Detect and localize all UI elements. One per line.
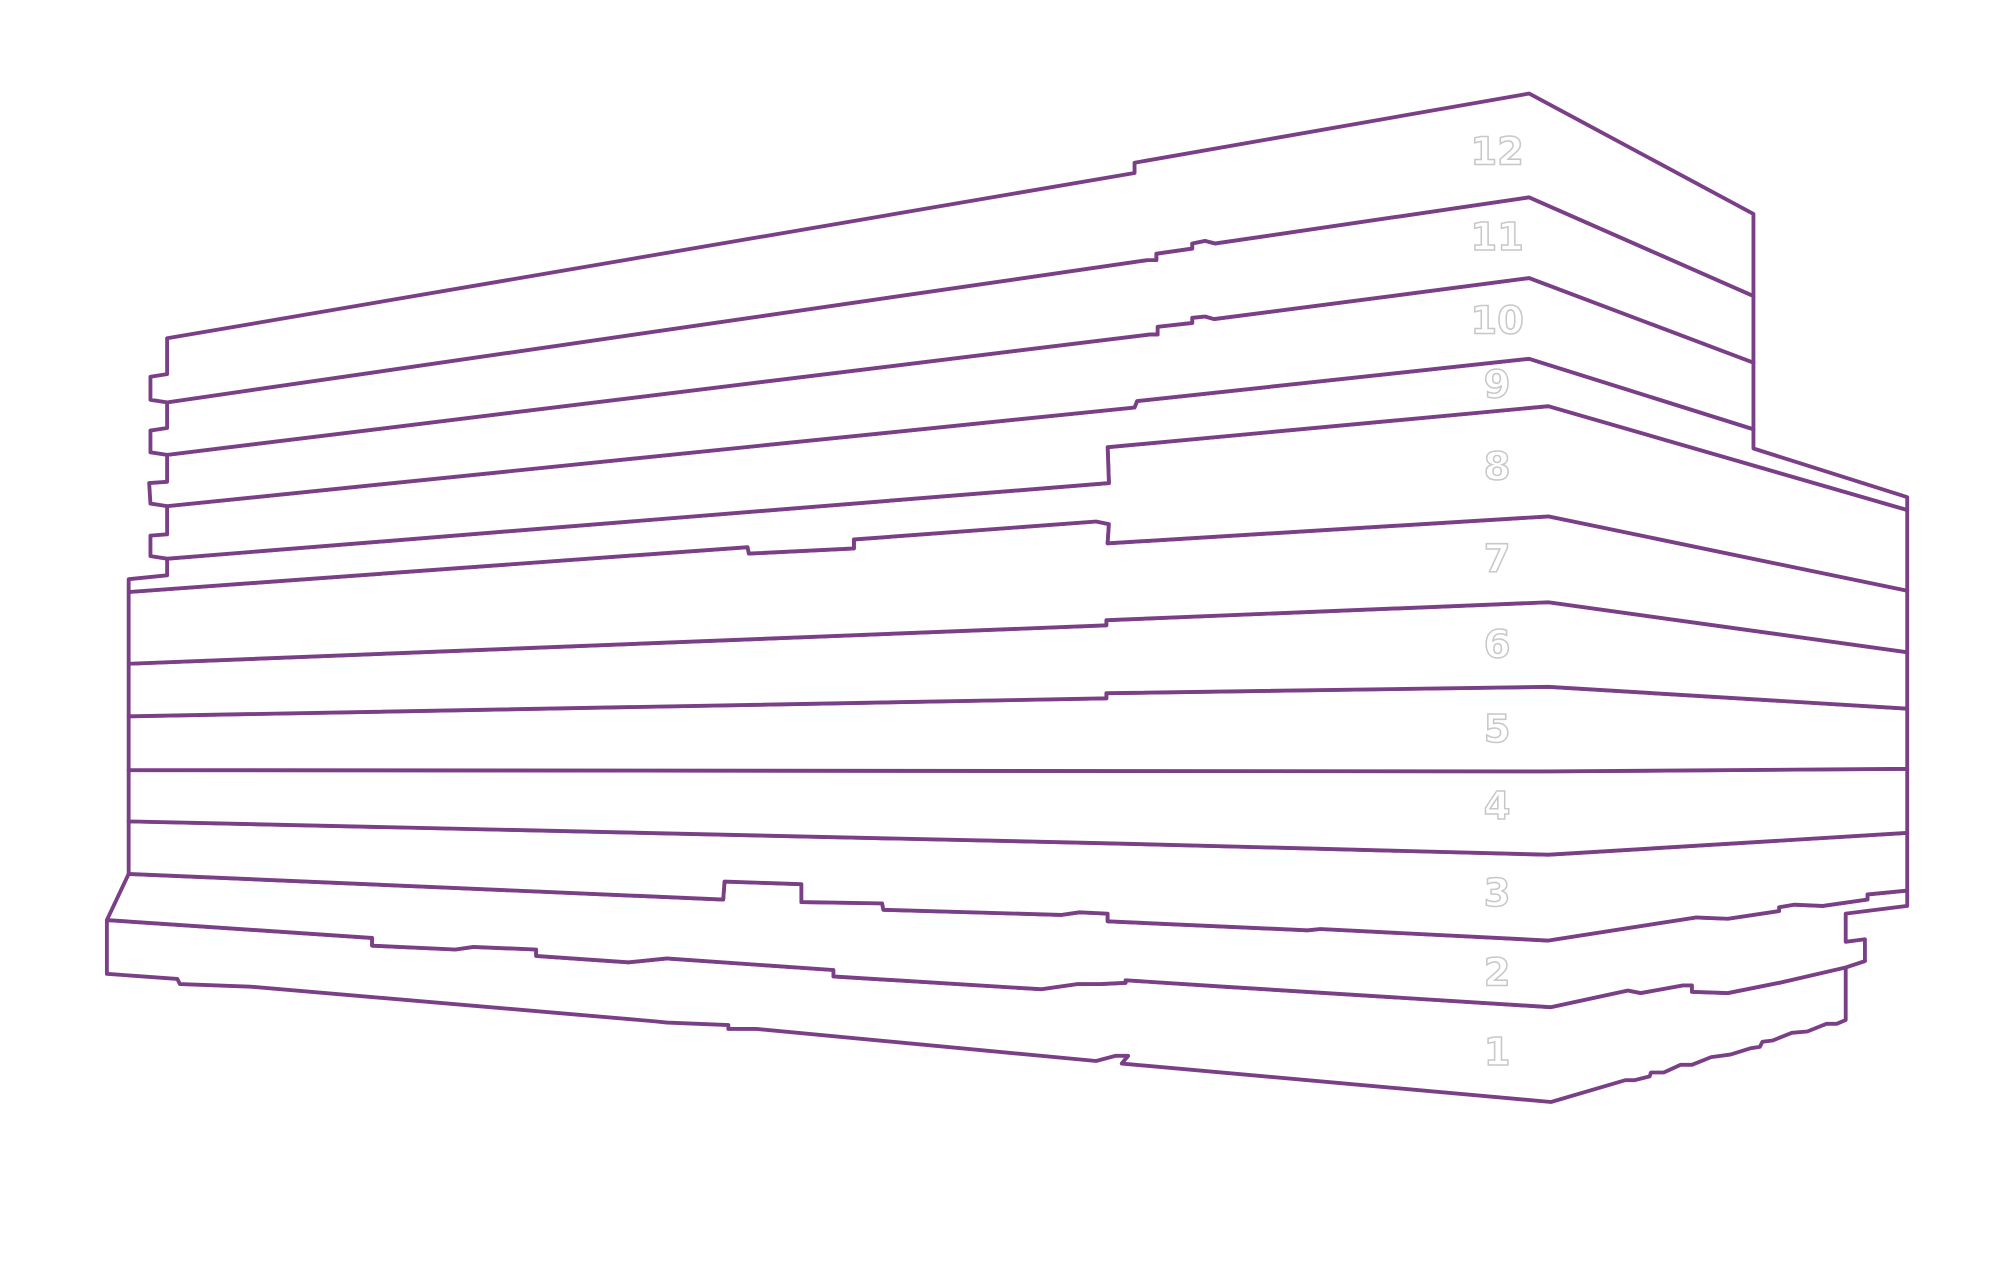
floor-shape[interactable] [148,91,1756,405]
floor-shape[interactable] [126,819,1910,943]
